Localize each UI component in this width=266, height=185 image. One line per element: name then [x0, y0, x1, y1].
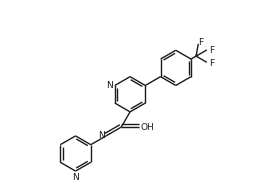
Text: F: F: [198, 38, 203, 47]
Text: F: F: [209, 46, 214, 55]
Text: N: N: [98, 131, 105, 140]
Text: OH: OH: [141, 123, 155, 132]
Text: F: F: [209, 59, 214, 68]
Text: N: N: [107, 81, 113, 90]
Text: N: N: [72, 173, 79, 181]
